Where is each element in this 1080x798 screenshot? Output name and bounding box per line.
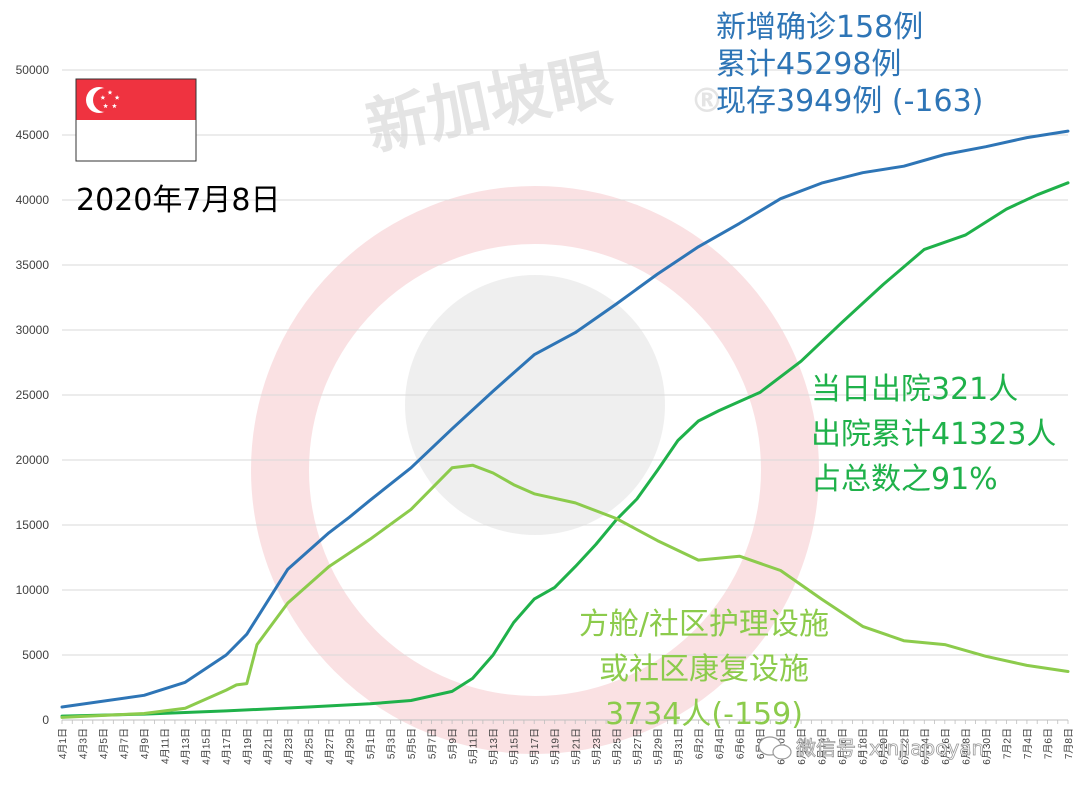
x-tick-label: 5月23日 <box>591 728 603 765</box>
x-tick-label: 4月11日 <box>160 728 172 764</box>
grid-lines <box>62 69 1068 721</box>
x-tick-label: 6月18日 <box>858 728 870 765</box>
source-badge-text: 微信号: xinjiapoyan <box>796 736 984 760</box>
flag-star <box>103 103 109 109</box>
x-tick-label: 6月30日 <box>981 728 993 765</box>
annotation-confirmed-line: 新增确诊158例 <box>716 10 923 45</box>
flag-star <box>114 95 120 100</box>
x-tick-label: 5月31日 <box>673 728 685 765</box>
annotation-discharged-line: 占总数之91% <box>811 462 998 497</box>
series-line-confirmed <box>60 129 1070 709</box>
x-tick-label: 4月9日 <box>139 728 151 759</box>
y-tick-label: 40000 <box>16 193 50 207</box>
x-tick-label: 6月12日 <box>796 728 808 765</box>
flag-star <box>107 89 113 95</box>
y-tick-label: 50000 <box>16 63 50 77</box>
x-tick-label: 5月19日 <box>550 728 562 765</box>
x-tick-label: 4月13日 <box>180 728 192 765</box>
y-tick-label: 0 <box>42 713 49 727</box>
x-tick-label: 5月21日 <box>570 728 582 765</box>
x-tick-label: 5月5日 <box>406 728 418 759</box>
x-tick-label: 4月15日 <box>201 728 213 765</box>
x-tick-label: 5月17日 <box>529 728 541 765</box>
x-tick-label: 6月16日 <box>837 728 849 765</box>
x-tick-label: 7月6日 <box>1042 728 1054 759</box>
series-line-discharged <box>60 181 1070 718</box>
plot-area <box>60 129 1070 719</box>
x-tick-label: 4月23日 <box>283 728 295 765</box>
x-tick-label: 5月9日 <box>447 728 459 759</box>
x-tick-label: 5月29日 <box>652 728 664 765</box>
x-tick-label: 5月11日 <box>468 728 480 764</box>
flag-stars-icon <box>100 89 120 109</box>
x-tick-label: 7月8日 <box>1063 728 1075 759</box>
y-tick-label: 10000 <box>16 583 50 597</box>
x-tick-label: 5月13日 <box>488 728 500 765</box>
x-tick-label: 6月24日 <box>919 728 931 765</box>
annotation-facilities-line: 方舱/社区护理设施 <box>579 607 829 642</box>
y-tick-label: 25000 <box>16 388 50 402</box>
x-tick-label: 4月21日 <box>262 728 274 765</box>
y-axis: 0 5000 10000 15000 20000 25000 30000 35000 40000… <box>16 63 50 727</box>
x-tick-label: 5月25日 <box>611 728 623 765</box>
flag-star <box>100 95 106 100</box>
watermark-text: 新加坡眼 <box>360 42 618 165</box>
flag-crescent-inner <box>93 88 117 112</box>
x-tick-label: 5月3日 <box>385 728 397 759</box>
x-tick-label: 6月14日 <box>817 728 829 765</box>
watermark-logo: 新加坡眼 ® <box>251 42 819 754</box>
annotation-confirmed-line: 现存3949例 (-163) <box>716 84 983 119</box>
x-tick-label: 6月2日 <box>693 728 705 759</box>
flag-star <box>111 103 117 109</box>
x-tick-label: 4月19日 <box>242 728 254 765</box>
y-tick-label: 20000 <box>16 453 50 467</box>
series-line-facilities <box>60 463 1070 719</box>
x-tick-label: 4月29日 <box>344 728 356 765</box>
x-tick-label: 5月7日 <box>427 728 439 759</box>
annotation-discharged-line: 当日出院321人 <box>811 372 1018 407</box>
date-label: 2020年7月8日 <box>76 183 281 218</box>
x-tick-label: 4月27日 <box>324 728 336 765</box>
watermark-ring-icon <box>251 186 819 754</box>
annotation-facilities-line: 3734人(-159) <box>605 697 803 732</box>
x-tick-label: 6月28日 <box>960 728 972 765</box>
y-tick-label: 45000 <box>16 128 50 142</box>
flag-white-band <box>76 120 196 161</box>
x-tick-label: 7月4日 <box>1022 728 1034 759</box>
annotation-confirmed-line: 累计45298例 <box>716 47 901 82</box>
wechat-icon <box>758 736 792 760</box>
flag-border <box>75 78 197 162</box>
annotation-discharged-line: 出院累计41323人 <box>811 417 1056 452</box>
x-tick-label: 4月7日 <box>119 728 131 759</box>
x-tick-label: 6月4日 <box>714 728 726 759</box>
x-tick-label: 6月20日 <box>878 728 890 765</box>
x-tick-label: 4月1日 <box>57 728 69 759</box>
watermark-mark: ® <box>690 81 724 121</box>
x-tick-label: 6月22日 <box>899 728 911 765</box>
y-tick-label: 15000 <box>16 518 50 532</box>
x-tick-label: 4月25日 <box>303 728 315 765</box>
y-tick-label: 30000 <box>16 323 50 337</box>
singapore-flag-icon <box>75 78 197 162</box>
x-tick-label: 7月2日 <box>1001 728 1013 759</box>
y-tick-label: 5000 <box>22 648 49 662</box>
x-tick-label: 4月3日 <box>78 728 90 759</box>
annotation-facilities-line: 或社区康复设施 <box>599 652 809 687</box>
y-tick-label: 35000 <box>16 258 50 272</box>
x-tick-label: 4月5日 <box>98 728 110 759</box>
x-tick-label: 6月6日 <box>735 728 747 759</box>
x-tick-label: 5月15日 <box>509 728 521 765</box>
source-badge: 微信号: xinjiapoyan <box>758 736 985 760</box>
x-tick-label: 4月17日 <box>221 728 233 765</box>
x-tick-label: 5月27日 <box>632 728 644 765</box>
x-tick-label: 6月26日 <box>940 728 952 765</box>
x-tick-label: 5月1日 <box>365 728 377 759</box>
watermark-center-icon <box>405 275 665 535</box>
